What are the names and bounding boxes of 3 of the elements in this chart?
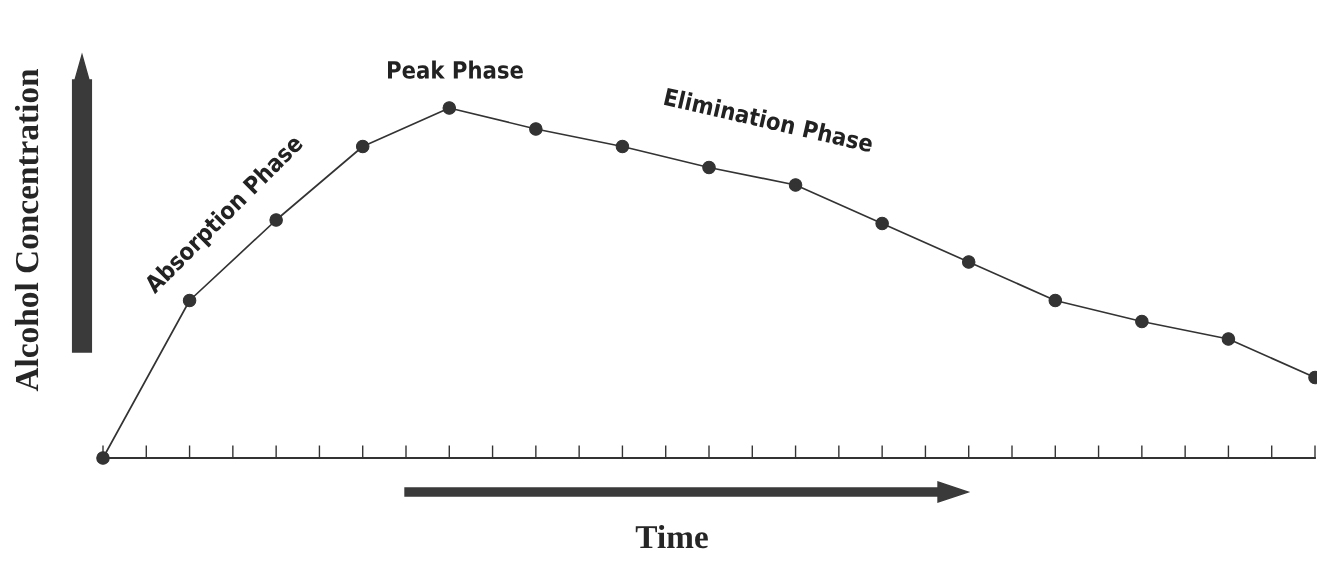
y-axis-title: Alcohol Concentration: [14, 68, 39, 392]
text: Peak Phase: [388, 60, 523, 79]
x-axis-title: Time: [635, 524, 708, 549]
